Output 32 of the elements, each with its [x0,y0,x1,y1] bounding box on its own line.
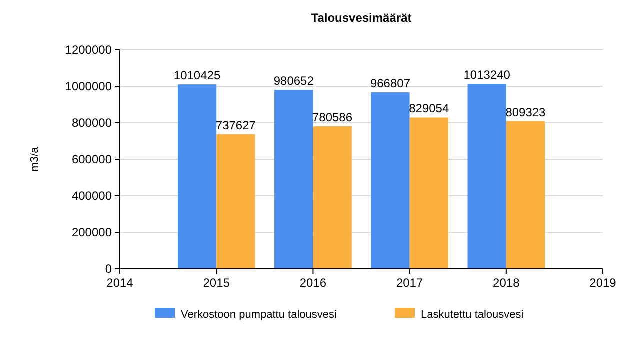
y-tick-label: 800000 [72,116,112,130]
x-tick-label: 2017 [396,276,424,290]
bar [216,134,256,269]
legend-label: Laskutettu talousvesi [421,309,524,321]
bar [274,90,314,269]
bar [506,121,546,269]
bar [371,92,410,269]
x-tick-label: 2019 [590,276,617,290]
data-label: 980652 [274,74,314,88]
bar [468,84,506,269]
legend-label: Verkostoon pumpattu talousvesi [181,309,337,321]
bar [410,118,448,269]
bar [313,126,352,269]
data-label: 829054 [409,102,450,116]
x-tick-label: 2018 [493,276,520,290]
y-tick-label: 1000000 [65,80,112,94]
y-axis-title: m3/a [29,146,41,172]
data-label: 966807 [370,76,411,91]
y-tick-label: 0 [105,262,112,276]
x-tick-label: 2014 [106,276,134,290]
y-tick-label: 1200000 [65,43,112,57]
chart-title: Talousvesimäärät [311,11,412,25]
data-label: 1010425 [174,68,221,83]
y-tick-label: 400000 [72,189,112,203]
y-tick-label: 200000 [72,226,112,240]
bar [178,84,217,269]
data-label: 780586 [312,110,353,125]
x-tick-label: 2015 [203,276,230,290]
data-label: 1013240 [464,68,511,82]
x-tick-label: 2016 [300,276,327,290]
data-label: 737627 [216,118,256,132]
y-tick-label: 600000 [72,152,112,166]
